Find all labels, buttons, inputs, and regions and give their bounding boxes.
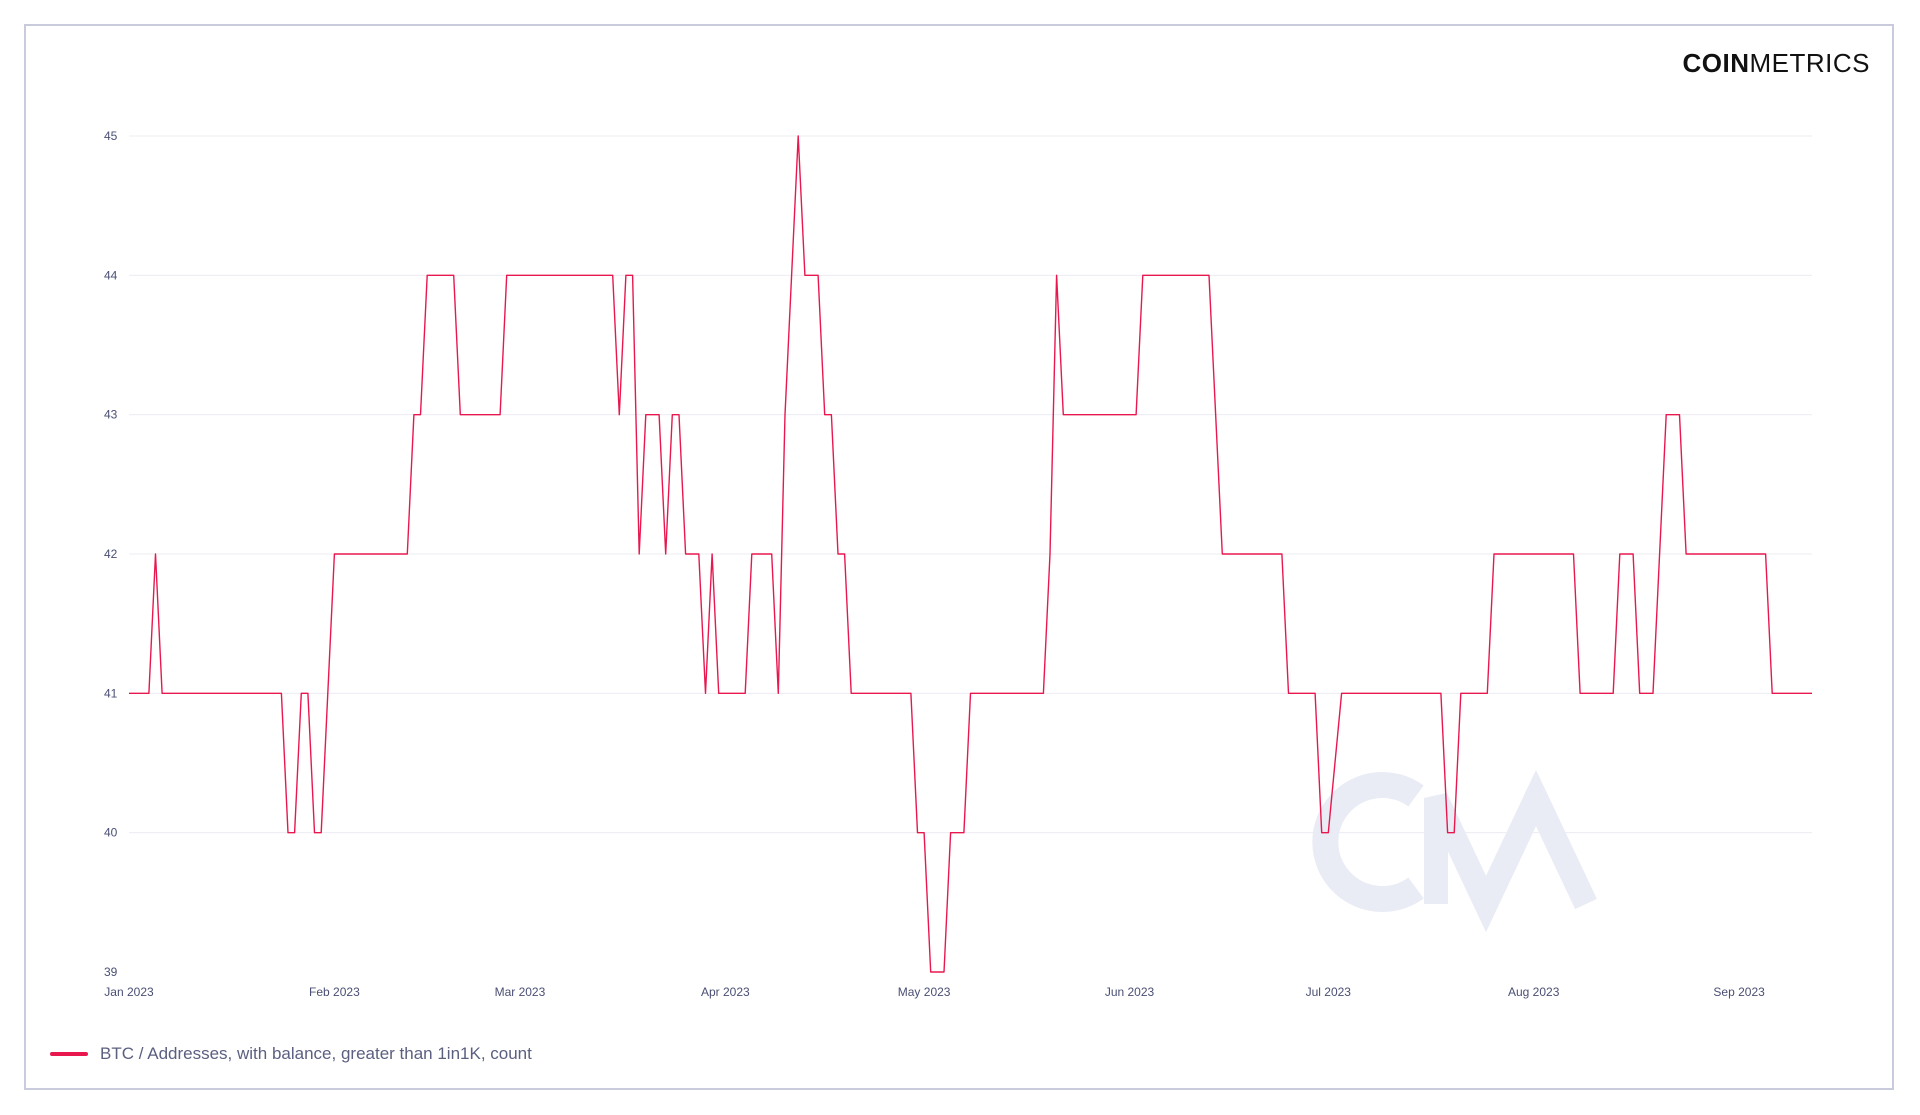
y-tick-label: 43 (104, 408, 118, 422)
series-layer (129, 135, 1812, 973)
logo-text-metrics: METRICS (1749, 48, 1870, 78)
series-line[interactable] (129, 135, 1812, 973)
x-tick-label: Feb 2023 (309, 985, 360, 999)
x-tick-label: Jun 2023 (1105, 985, 1155, 999)
legend-swatch (50, 1052, 88, 1056)
legend-label: BTC / Addresses, with balance, greater t… (100, 1044, 532, 1063)
coinmetrics-logo: COINMETRICS (1683, 48, 1871, 79)
legend[interactable]: BTC / Addresses, with balance, greater t… (50, 1044, 532, 1064)
logo-text-coin: COIN (1682, 48, 1750, 78)
x-tick-label: Apr 2023 (701, 985, 750, 999)
watermark-c-shape (1312, 772, 1424, 912)
y-tick-label: 42 (104, 547, 118, 561)
watermark-m-shape (1424, 769, 1597, 933)
x-tick-label: Jul 2023 (1306, 985, 1352, 999)
line-chart: 39 40 41 42 43 44 45 Jan 2023 Feb 2023 Mar 2023 A… (104, 129, 1812, 999)
x-tick-label: Sep 2023 (1713, 985, 1765, 999)
x-tick-label: May 2023 (898, 985, 951, 999)
grid-lines (129, 135, 1812, 834)
chart-frame: COINMETRICS 39 40 41 42 43 44 45 Jan 2023 Feb 2… (24, 24, 1894, 1090)
cm-watermark-icon (1312, 769, 1597, 933)
y-axis-ticks: 39 40 41 42 43 44 45 (104, 129, 118, 979)
y-tick-label: 45 (104, 129, 118, 143)
x-tick-label: Jan 2023 (104, 985, 154, 999)
y-tick-label: 40 (104, 826, 118, 840)
y-tick-label: 39 (104, 965, 118, 979)
x-tick-label: Aug 2023 (1508, 985, 1560, 999)
y-tick-label: 44 (104, 268, 118, 282)
x-tick-label: Mar 2023 (495, 985, 546, 999)
y-tick-label: 41 (104, 686, 118, 700)
x-axis-ticks: Jan 2023 Feb 2023 Mar 2023 Apr 2023 May 2023… (104, 985, 1765, 999)
